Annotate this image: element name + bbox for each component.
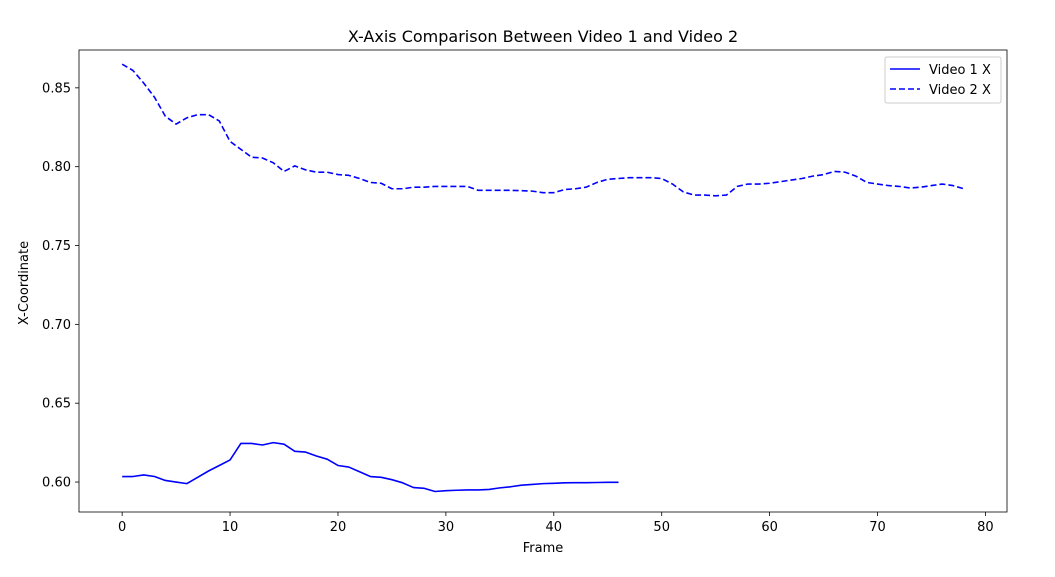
y-tick-label: 0.80 (42, 160, 71, 175)
x-tick-label: 0 (118, 520, 126, 535)
x-tick-label: 40 (546, 520, 563, 535)
axes-layer: 0 10 20 30 40 50 60 70 80 0.60 0.65 0.70 0.75 0.80 0.8… (42, 49, 1008, 535)
y-axis-label: X-Coordinate (17, 241, 32, 325)
y-tick-label: 0.65 (42, 397, 71, 412)
legend: Video 1 X Video 2 X (884, 56, 1002, 104)
plot-frame (78, 49, 1008, 513)
series-line-video1 (122, 441, 619, 493)
y-tick-label: 0.70 (42, 318, 71, 333)
x-tick-label: 20 (330, 520, 347, 535)
legend-label-video1: Video 1 X (929, 63, 991, 78)
series-line-video2 (121, 63, 965, 197)
x-tick-label: 30 (438, 520, 455, 535)
legend-label-video2: Video 2 X (929, 83, 991, 98)
x-tick-label: 60 (761, 520, 778, 535)
x-tick-label: 10 (222, 520, 239, 535)
x-tick-label: 70 (869, 520, 886, 535)
x-tick-label: 50 (653, 520, 670, 535)
chart-title: X-Axis Comparison Between Video 1 and Vi… (348, 27, 738, 46)
y-tick-label: 0.75 (42, 239, 71, 254)
x-tick-label: 80 (977, 520, 994, 535)
y-tick-label: 0.85 (42, 81, 71, 96)
x-axis-label: Frame (523, 541, 564, 556)
y-tick-label: 0.60 (42, 476, 71, 491)
series-layer (121, 63, 965, 493)
